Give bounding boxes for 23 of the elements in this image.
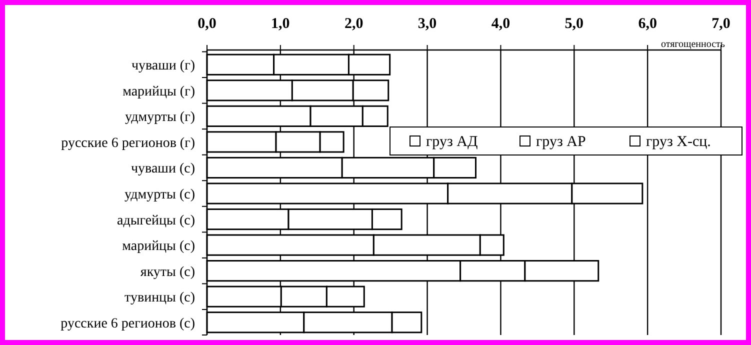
- x-tick-label: 7,0: [712, 16, 730, 32]
- y-tick-label: тувинцы (с): [124, 290, 196, 306]
- y-tick-label: адыгейцы (с): [117, 213, 196, 228]
- y-tick-label: марийцы (с): [122, 239, 196, 254]
- x-tick-label: 5,0: [564, 16, 584, 32]
- x-tick-label: 6,0: [638, 16, 657, 32]
- y-tick-label: удмурты (с): [124, 188, 196, 202]
- legend-label: груз АР: [536, 134, 586, 150]
- y-tick-label: удмурты (г): [124, 110, 196, 126]
- x-tick-label: 1,0: [271, 16, 290, 32]
- legend-label: груз АД: [426, 134, 478, 150]
- x-axis-title: отягощенность: [660, 39, 726, 50]
- x-tick-label: 3,0: [418, 16, 437, 32]
- x-tick-label: 0,0: [198, 16, 216, 32]
- y-tick-label: чуваши (с): [131, 162, 196, 177]
- legend-label: груз Х-сц.: [646, 134, 711, 150]
- x-tick-label: 4,0: [491, 16, 510, 32]
- x-tick-label: 2,0: [344, 16, 364, 32]
- y-tick-label: русские 6 регионов (г): [61, 136, 196, 151]
- y-tick-label: якуты (с): [140, 264, 196, 280]
- y-tick-label: марийцы (г): [122, 84, 196, 100]
- y-tick-label: чуваши (г): [131, 58, 196, 74]
- y-tick-label: русские 6 регионов (с): [60, 316, 196, 332]
